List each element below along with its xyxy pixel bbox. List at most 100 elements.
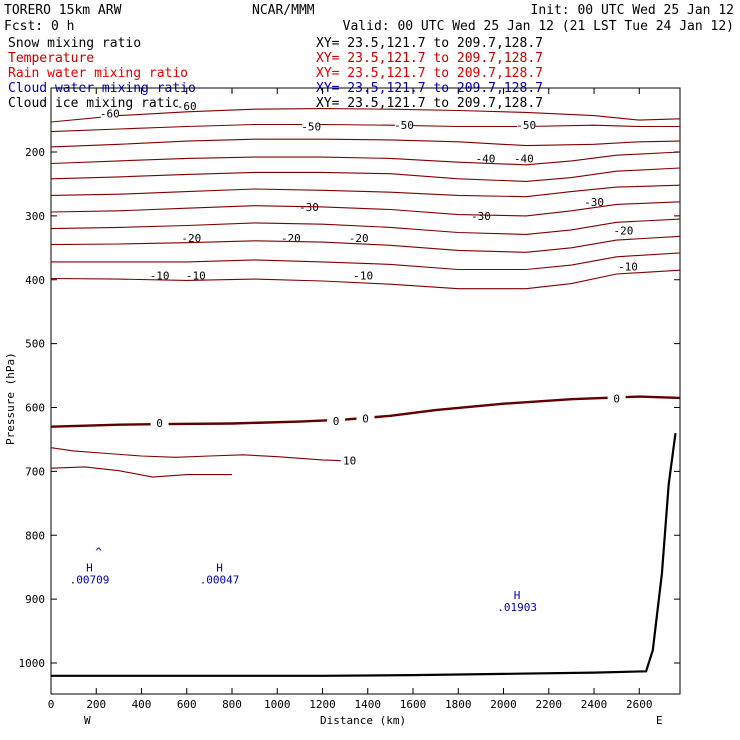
y-tick-label: 600: [25, 402, 45, 415]
contour-label-bg: [614, 224, 633, 236]
x-tick-label: 1400: [355, 698, 382, 711]
field-legend: Snow mixing ratio XY= 23.5,121.7 to 209.7…: [8, 36, 543, 111]
x-tick-label: 2400: [581, 698, 608, 711]
y-tick-label: 200: [25, 146, 45, 159]
maximum-value: .00709: [70, 574, 110, 587]
contour-label-bg: [618, 260, 637, 272]
contour-label-bg: [150, 416, 169, 428]
field-name: Rain water mixing ratio: [8, 66, 188, 81]
east-end-label: E: [656, 714, 663, 727]
maximum-symbol: H: [86, 562, 93, 575]
contour-label: -40: [475, 152, 495, 165]
field-xy: XY= 23.5,121.7 to 209.7,128.7: [316, 96, 543, 111]
contour-label: -50: [394, 119, 414, 132]
maximum-symbol: H: [514, 589, 521, 602]
maximum-value: .00047: [200, 574, 240, 587]
field-name: Snow mixing ratio: [8, 36, 141, 51]
plot-area: -60 -60 -50 -50 -50 -40 -40 -30 -30 -30 -20 -20 -20 -…: [51, 100, 680, 677]
maximum-symbol: H: [216, 562, 223, 575]
contour-label: -20: [281, 232, 301, 245]
contour-label-bg: [585, 195, 604, 207]
contour-label: -10: [618, 260, 638, 273]
y-tick-label: 800: [25, 529, 45, 542]
temperature-contour: [51, 252, 680, 271]
y-tick-label: 500: [25, 338, 45, 351]
contour-label-bg: [186, 269, 205, 281]
temperature-contour: [51, 235, 680, 253]
contour-label: -10: [150, 269, 170, 282]
field-name: Cloud ice mixing ratio: [8, 96, 180, 111]
contour-label: 0: [613, 393, 620, 406]
contour-label-bg: [281, 232, 300, 244]
west-end-label: W: [84, 714, 91, 727]
contour-label-bg: [302, 120, 321, 132]
x-tick-label: 2200: [536, 698, 563, 711]
contour-label: -20: [613, 225, 633, 238]
contour-label-bg: [340, 454, 359, 466]
contour-label-bg: [517, 119, 536, 131]
field-name: Temperature: [8, 51, 94, 66]
contour-label: -60: [177, 100, 197, 113]
temperature-contour: [51, 269, 680, 290]
x-tick-label: 0: [48, 698, 55, 711]
contour-label: -20: [349, 232, 369, 245]
x-tick-label: 2000: [490, 698, 517, 711]
contour-label: 0: [333, 415, 340, 428]
contour-label: 0: [362, 412, 369, 425]
temperature-contour: [51, 138, 680, 148]
x-tick-label: 1200: [309, 698, 336, 711]
contour-label: 10: [343, 455, 356, 468]
contour-label-bg: [100, 107, 119, 119]
contour-label: -30: [299, 201, 319, 214]
plot-frame: [50, 87, 681, 695]
x-tick-label: 1600: [400, 698, 427, 711]
x-tick-label: 2600: [626, 698, 653, 711]
model-title: TORERO 15km ARW: [4, 3, 122, 18]
contour-label-bg: [349, 232, 368, 244]
temperature-contour: [51, 108, 680, 123]
contour-label: -10: [353, 269, 373, 282]
contour-label: -50: [301, 120, 321, 133]
axes: 0 200 400 600 800 1000 1200 1400 1600 1800 2000 220…: [19, 88, 680, 711]
contour-label-bg: [354, 269, 373, 281]
contour-label: -60: [100, 108, 120, 121]
center-title: NCAR/MMM: [252, 3, 315, 18]
x-tick-label: 1000: [264, 698, 291, 711]
y-tick-label: 400: [25, 274, 45, 287]
temperature-contour: [51, 201, 680, 217]
temperature-contour: [51, 151, 680, 166]
x-tick-label: 1800: [445, 698, 472, 711]
valid-time: Valid: 00 UTC Wed 25 Jan 12 (21 LST Tue …: [343, 19, 734, 34]
terrain-line: [51, 432, 677, 677]
y-tick-label: 1000: [19, 657, 46, 670]
contour-label: 0: [156, 417, 163, 430]
x-tick-label: 200: [86, 698, 106, 711]
y-tick-label: 300: [25, 210, 45, 223]
cloud-marker: ^: [95, 546, 102, 559]
x-tick-label: 800: [222, 698, 242, 711]
maximum-value: .01903: [497, 601, 537, 614]
temperature-contour: [51, 447, 357, 462]
contour-label: -30: [584, 196, 604, 209]
y-axis-label: Pressure (hPa): [4, 352, 17, 445]
init-time: Init: 00 UTC Wed 25 Jan 12: [531, 3, 735, 18]
field-xy: XY= 23.5,121.7 to 209.7,128.7: [316, 36, 543, 51]
temperature-contour: [51, 184, 680, 198]
contour-label: -10: [186, 269, 206, 282]
temperature-contour: [51, 167, 680, 182]
temperature-contour: [51, 218, 680, 235]
contour-label-bg: [177, 100, 196, 112]
contour-label-bg: [150, 269, 169, 281]
y-tick-label: 700: [25, 465, 45, 478]
contour-label-bg: [514, 152, 533, 164]
temperature-contour: [51, 123, 680, 133]
field-xy: XY= 23.5,121.7 to 209.7,128.7: [316, 51, 543, 66]
x-tick-label: 400: [132, 698, 152, 711]
forecast-hour: Fcst: 0 h: [4, 19, 74, 34]
contour-group: -60 -60 -50 -50 -50 -40 -40 -30 -30 -30 -20 -20 -20 -…: [51, 100, 680, 677]
contour-label: -50: [516, 119, 536, 132]
contour-label-bg: [476, 152, 495, 164]
contour-label-bg: [356, 412, 375, 424]
field-xy: XY= 23.5,121.7 to 209.7,128.7: [316, 66, 543, 81]
